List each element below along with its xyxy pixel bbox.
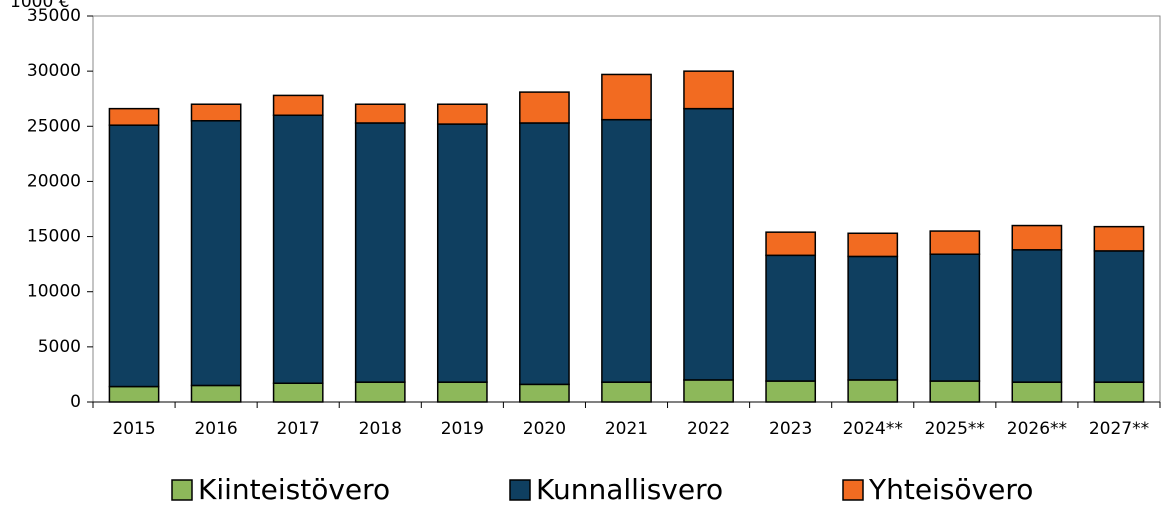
x-tick-label: 2025**	[925, 419, 985, 439]
bar-segment	[1011, 249, 1063, 383]
bar-segment	[436, 103, 488, 125]
x-tick-label: 2023	[769, 419, 812, 439]
y-tick-label: 10000	[27, 282, 81, 302]
legend-swatch	[171, 479, 193, 501]
bar-segment	[929, 253, 981, 382]
x-tick-label: 2018	[359, 419, 402, 439]
bar-segment	[190, 384, 242, 403]
y-tick-label: 25000	[27, 116, 81, 136]
y-tick-label: 35000	[27, 6, 81, 26]
bar-segment	[108, 385, 160, 403]
bar-segment	[847, 232, 899, 258]
bar-segment	[765, 254, 817, 382]
bar-segment	[190, 120, 242, 387]
bar-segment	[1093, 250, 1145, 383]
bar-segment	[683, 107, 734, 381]
y-tick-label: 30000	[27, 61, 81, 81]
bar-segment	[354, 122, 406, 383]
bar-segment	[847, 379, 899, 403]
bar-segment	[108, 124, 160, 388]
bar-segment	[765, 231, 817, 257]
bar-segment	[601, 73, 652, 121]
x-tick-label: 2021	[605, 419, 648, 439]
x-tick-label: 2022	[687, 419, 730, 439]
bar-segment	[683, 379, 734, 403]
bar-segment	[108, 107, 160, 126]
bar-segment	[1011, 224, 1063, 251]
y-tick-label: 15000	[27, 227, 81, 247]
x-tick-label: 2024**	[843, 419, 903, 439]
bar-segment	[519, 91, 570, 124]
x-tick-label: 2019	[441, 419, 484, 439]
legend-label: Yhteisövero	[868, 473, 1033, 506]
bar-segment	[601, 381, 652, 403]
bar-segment	[683, 70, 734, 110]
y-tick-label: 0	[70, 392, 81, 412]
y-tick-label: 5000	[38, 337, 81, 357]
bar-segment	[601, 118, 652, 383]
y-tick-label: 20000	[27, 171, 81, 191]
legend-swatch	[842, 479, 864, 501]
legend-swatch	[509, 479, 531, 501]
x-tick-label: 2016	[194, 419, 237, 439]
bar-segment	[929, 230, 981, 255]
x-tick-label: 2015	[112, 419, 155, 439]
bar-segment	[929, 380, 981, 403]
x-tick-label: 2020	[523, 419, 566, 439]
bar-segment	[1093, 225, 1145, 252]
bar-segment	[519, 383, 570, 403]
bar-segment	[1011, 381, 1063, 403]
bar-segment	[765, 380, 817, 403]
bar-segment	[436, 123, 488, 383]
bar-segment	[272, 94, 324, 117]
bar-segment	[272, 114, 324, 385]
bar-segment	[354, 103, 406, 124]
legend-label: Kunnallisvero	[536, 473, 723, 506]
bar-segment	[436, 381, 488, 403]
legend-label: Kiinteistövero	[198, 473, 390, 506]
bar-segment	[847, 255, 899, 381]
bar-segment	[354, 381, 406, 403]
bar-segment	[1093, 381, 1145, 403]
x-tick-label: 2026**	[1007, 419, 1067, 439]
bar-segment	[190, 103, 242, 122]
y-axis-label: 1000 €	[10, 0, 69, 12]
bar-segment	[272, 382, 324, 403]
x-tick-label: 2027**	[1089, 419, 1149, 439]
bar-segment	[519, 122, 570, 386]
x-tick-label: 2017	[277, 419, 320, 439]
